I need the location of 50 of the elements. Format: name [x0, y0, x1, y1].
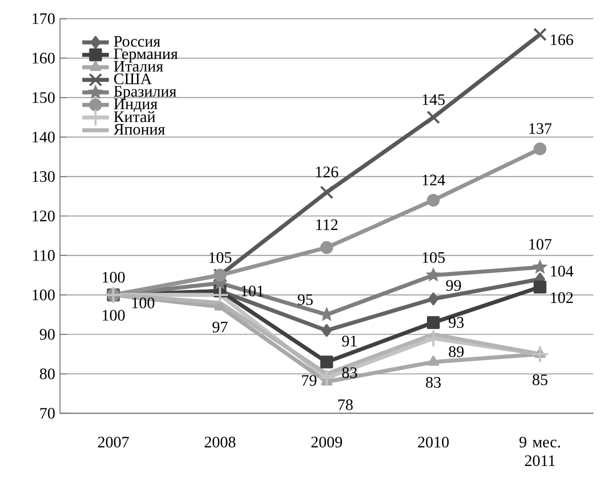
- data-label: 99: [446, 280, 461, 291]
- data-label: 97: [212, 322, 228, 332]
- legend-label: Италия: [114, 61, 164, 72]
- data-label: 126: [316, 166, 338, 178]
- legend-label: Россия: [114, 36, 160, 47]
- x-tick-label: 2009: [311, 436, 342, 448]
- y-tick-label: 160: [32, 52, 55, 64]
- legend-label: Бразилия: [114, 86, 176, 100]
- x-tick-label: 2010: [418, 436, 449, 448]
- data-label: 105: [422, 252, 445, 263]
- legend-label: Япония: [114, 124, 165, 135]
- data-label: 166: [551, 34, 574, 46]
- x-tick-label: 2008: [204, 436, 236, 448]
- y-tick-label: 70: [40, 408, 55, 419]
- y-tick-label: 120: [32, 210, 55, 222]
- data-label: 95: [298, 294, 313, 306]
- data-label: 100: [102, 272, 125, 283]
- data-label: 101: [242, 286, 264, 296]
- legend-label: Китай: [114, 111, 156, 122]
- data-label: 100: [132, 298, 154, 308]
- y-tick-label: 110: [33, 250, 55, 261]
- x-tick-label: 9 мес. 2011: [519, 436, 560, 466]
- data-label: 93: [448, 317, 464, 328]
- x-tick-label: 2007: [98, 436, 129, 448]
- y-tick-label: 100: [32, 290, 55, 300]
- y-tick-label: 170: [32, 13, 55, 24]
- data-label: 102: [551, 292, 573, 304]
- data-label: 91: [342, 336, 357, 346]
- data-label: 78: [338, 399, 353, 410]
- data-label: 85: [532, 374, 548, 386]
- legend-label: США: [114, 74, 152, 84]
- data-label: 100: [102, 310, 125, 321]
- data-label: 83: [426, 376, 441, 388]
- data-label: 83: [342, 367, 357, 378]
- legend-label: Германия: [114, 48, 178, 62]
- data-label: 112: [316, 219, 338, 230]
- legend-label: Индия: [114, 98, 158, 112]
- data-label: 145: [422, 94, 445, 106]
- y-tick-label: 80: [40, 368, 55, 380]
- data-label: 104: [551, 266, 574, 277]
- data-label: 105: [209, 252, 232, 263]
- data-label: 124: [422, 174, 446, 186]
- data-label: 107: [529, 238, 552, 250]
- y-tick-label: 150: [32, 92, 55, 103]
- data-label: 137: [529, 123, 552, 134]
- y-tick-label: 140: [32, 132, 55, 142]
- y-tick-label: 90: [40, 328, 55, 340]
- data-label: 79: [302, 375, 316, 386]
- y-tick-label: 130: [32, 171, 55, 182]
- data-label: 89: [448, 346, 464, 358]
